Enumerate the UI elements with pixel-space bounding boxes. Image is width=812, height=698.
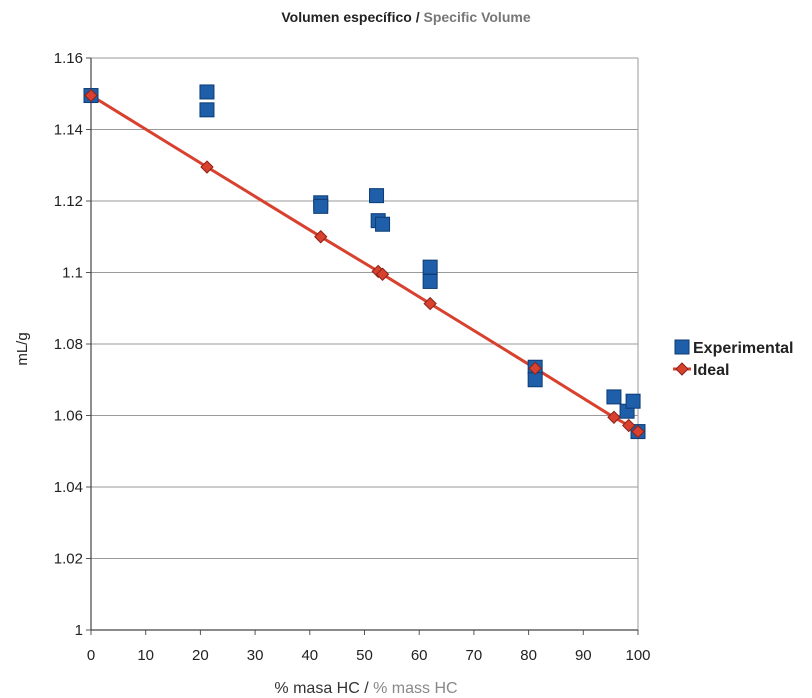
x-axis-label-main: % masa HC (274, 680, 359, 697)
y-tick-label-7: 1.14 (54, 122, 83, 139)
tick-labels: 1 1.02 1.04 1.06 1.08 1.1 1.12 1.14 1.16 0 10 20 30 4… (54, 50, 651, 664)
x-tick-label-9: 90 (575, 647, 592, 664)
data-points (83, 84, 646, 440)
y-tick-label-0: 1 (75, 622, 83, 639)
experimental-point-12 (606, 389, 622, 405)
x-tick-label-3: 30 (247, 647, 264, 664)
chart-title-alt: Specific Volume (424, 9, 531, 25)
x-tick-label-8: 80 (520, 647, 537, 664)
x-tick-label-4: 40 (301, 647, 318, 664)
y-tick-label-3: 1.06 (54, 408, 83, 425)
experimental-point-9 (422, 273, 438, 289)
x-axis-label-separator: / (360, 680, 373, 697)
y-tick-label-4: 1.08 (54, 336, 83, 353)
chart-title-separator: / (412, 9, 424, 25)
ideal-point-4 (375, 267, 390, 281)
x-axis-label: % masa HC / % mass HC (274, 680, 457, 697)
experimental-point-5 (369, 188, 385, 204)
legend-ideal-label: Ideal (693, 362, 729, 379)
legend: Experimental Ideal (673, 339, 793, 379)
y-axis-label: mL/g (14, 332, 31, 365)
chart-title: Volumen específico / Specific Volume (281, 9, 530, 25)
y-tick-label-5: 1.1 (62, 265, 83, 282)
ideal-point-5 (423, 296, 437, 311)
y-tick-label-2: 1.04 (54, 479, 83, 496)
experimental-point-7 (375, 216, 391, 232)
y-tick-label-6: 1.12 (54, 193, 83, 210)
experimental-point-14 (625, 393, 641, 409)
ideal-line-path (90, 94, 639, 433)
x-tick-label-10: 100 (625, 647, 650, 664)
x-tick-label-2: 20 (192, 647, 209, 664)
experimental-point-2 (199, 102, 215, 118)
experimental-point-1 (199, 84, 215, 100)
legend-ideal-marker (675, 362, 689, 376)
chart-title-main: Volumen específico (281, 9, 411, 25)
ideal-point-1 (200, 160, 214, 174)
ideal-series-line (90, 94, 639, 433)
experimental-point-8 (422, 259, 438, 275)
ideal-point-8 (621, 418, 636, 433)
x-tick-label-1: 10 (137, 647, 154, 664)
ideal-point-9 (631, 424, 645, 439)
grid-lines (91, 57, 639, 631)
x-tick-label-0: 0 (87, 647, 95, 664)
x-tick-label-6: 60 (411, 647, 428, 664)
ideal-point-0 (84, 88, 98, 103)
y-tick-label-1: 1.02 (54, 551, 83, 568)
axes (86, 57, 639, 635)
x-tick-label-5: 50 (356, 647, 373, 664)
legend-experimental-marker (674, 339, 690, 355)
ideal-point-2 (314, 230, 328, 244)
ideal-point-7 (607, 410, 621, 424)
experimental-point-4 (313, 198, 329, 214)
x-tick-label-7: 70 (466, 647, 483, 664)
x-axis-label-alt: % mass HC (373, 680, 457, 697)
y-tick-label-8: 1.16 (54, 50, 83, 67)
ideal-point-6 (528, 361, 542, 376)
legend-experimental-label: Experimental (693, 340, 793, 357)
